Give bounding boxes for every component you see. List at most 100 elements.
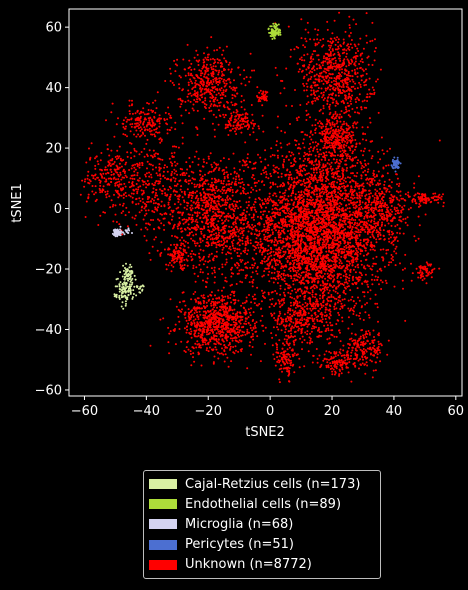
data-point	[312, 147, 315, 150]
data-point	[394, 225, 397, 228]
data-point	[306, 177, 309, 180]
data-point	[324, 57, 327, 60]
data-point	[282, 224, 284, 227]
data-point	[246, 332, 249, 335]
data-point	[318, 211, 321, 214]
data-point	[339, 189, 342, 192]
data-point	[281, 185, 284, 188]
data-point	[333, 227, 336, 230]
data-point	[289, 270, 292, 272]
data-point	[234, 313, 237, 316]
data-point	[359, 343, 362, 346]
data-point	[344, 270, 347, 273]
data-point	[346, 268, 349, 271]
data-point	[300, 197, 303, 199]
data-point	[275, 212, 278, 214]
data-point	[271, 231, 274, 234]
data-point	[290, 194, 293, 197]
data-point	[279, 232, 282, 235]
data-point	[367, 206, 370, 209]
data-point	[267, 267, 270, 270]
data-point	[371, 39, 374, 42]
data-point	[267, 164, 270, 167]
data-point	[381, 149, 384, 152]
data-point	[334, 195, 337, 198]
data-point	[299, 157, 301, 160]
data-point	[337, 299, 340, 302]
data-point	[312, 237, 315, 240]
data-point	[389, 147, 391, 150]
data-point	[337, 162, 340, 165]
data-point	[311, 327, 313, 330]
data-point	[270, 175, 273, 178]
data-point	[309, 241, 312, 244]
data-point	[334, 239, 337, 242]
data-point	[340, 267, 343, 270]
data-point	[217, 323, 220, 326]
data-point	[313, 205, 316, 208]
data-point	[198, 310, 201, 313]
data-point	[296, 200, 299, 203]
data-point	[306, 172, 309, 175]
data-point	[246, 367, 249, 370]
data-point	[225, 333, 228, 336]
data-point	[246, 235, 249, 238]
data-point	[205, 339, 208, 342]
data-point	[306, 95, 309, 98]
data-point	[322, 104, 325, 107]
data-point	[357, 229, 360, 232]
data-point	[310, 86, 313, 89]
data-point	[247, 322, 250, 325]
data-point	[237, 333, 240, 336]
data-point	[326, 288, 329, 291]
data-point	[354, 230, 357, 233]
data-point	[196, 340, 199, 343]
data-point	[354, 265, 357, 268]
data-point	[331, 41, 334, 44]
data-point	[356, 197, 359, 200]
data-point	[337, 196, 340, 199]
data-point	[310, 55, 313, 58]
data-point	[267, 258, 270, 261]
data-point	[302, 195, 305, 198]
data-point	[312, 247, 315, 250]
data-point	[347, 64, 350, 67]
data-point	[290, 198, 293, 201]
data-point	[253, 177, 256, 180]
data-point	[322, 245, 325, 248]
data-point	[264, 267, 267, 270]
data-point	[363, 147, 366, 150]
data-point	[297, 275, 299, 278]
data-point	[279, 185, 282, 188]
data-point	[292, 336, 295, 338]
data-point	[289, 329, 292, 332]
data-point	[329, 321, 332, 324]
data-point	[169, 298, 172, 301]
data-point	[362, 185, 365, 188]
data-point	[332, 183, 335, 186]
data-point	[320, 122, 323, 125]
data-point	[294, 144, 297, 146]
data-point	[256, 215, 259, 218]
data-point	[265, 219, 267, 222]
data-point	[334, 43, 337, 46]
data-point	[354, 258, 357, 261]
data-point	[215, 325, 218, 327]
data-point	[334, 213, 337, 216]
data-point	[322, 70, 325, 73]
data-point	[277, 199, 280, 202]
data-point	[293, 277, 296, 280]
data-point	[295, 274, 298, 277]
data-point	[296, 171, 299, 174]
data-point	[315, 187, 318, 190]
data-point	[167, 341, 170, 344]
data-point	[325, 210, 327, 213]
data-point	[283, 297, 285, 300]
data-point	[324, 277, 327, 280]
data-point	[343, 298, 346, 301]
data-point	[314, 296, 317, 299]
data-point	[315, 273, 318, 276]
data-point	[305, 273, 308, 276]
data-point	[201, 271, 204, 274]
data-point	[336, 243, 339, 246]
